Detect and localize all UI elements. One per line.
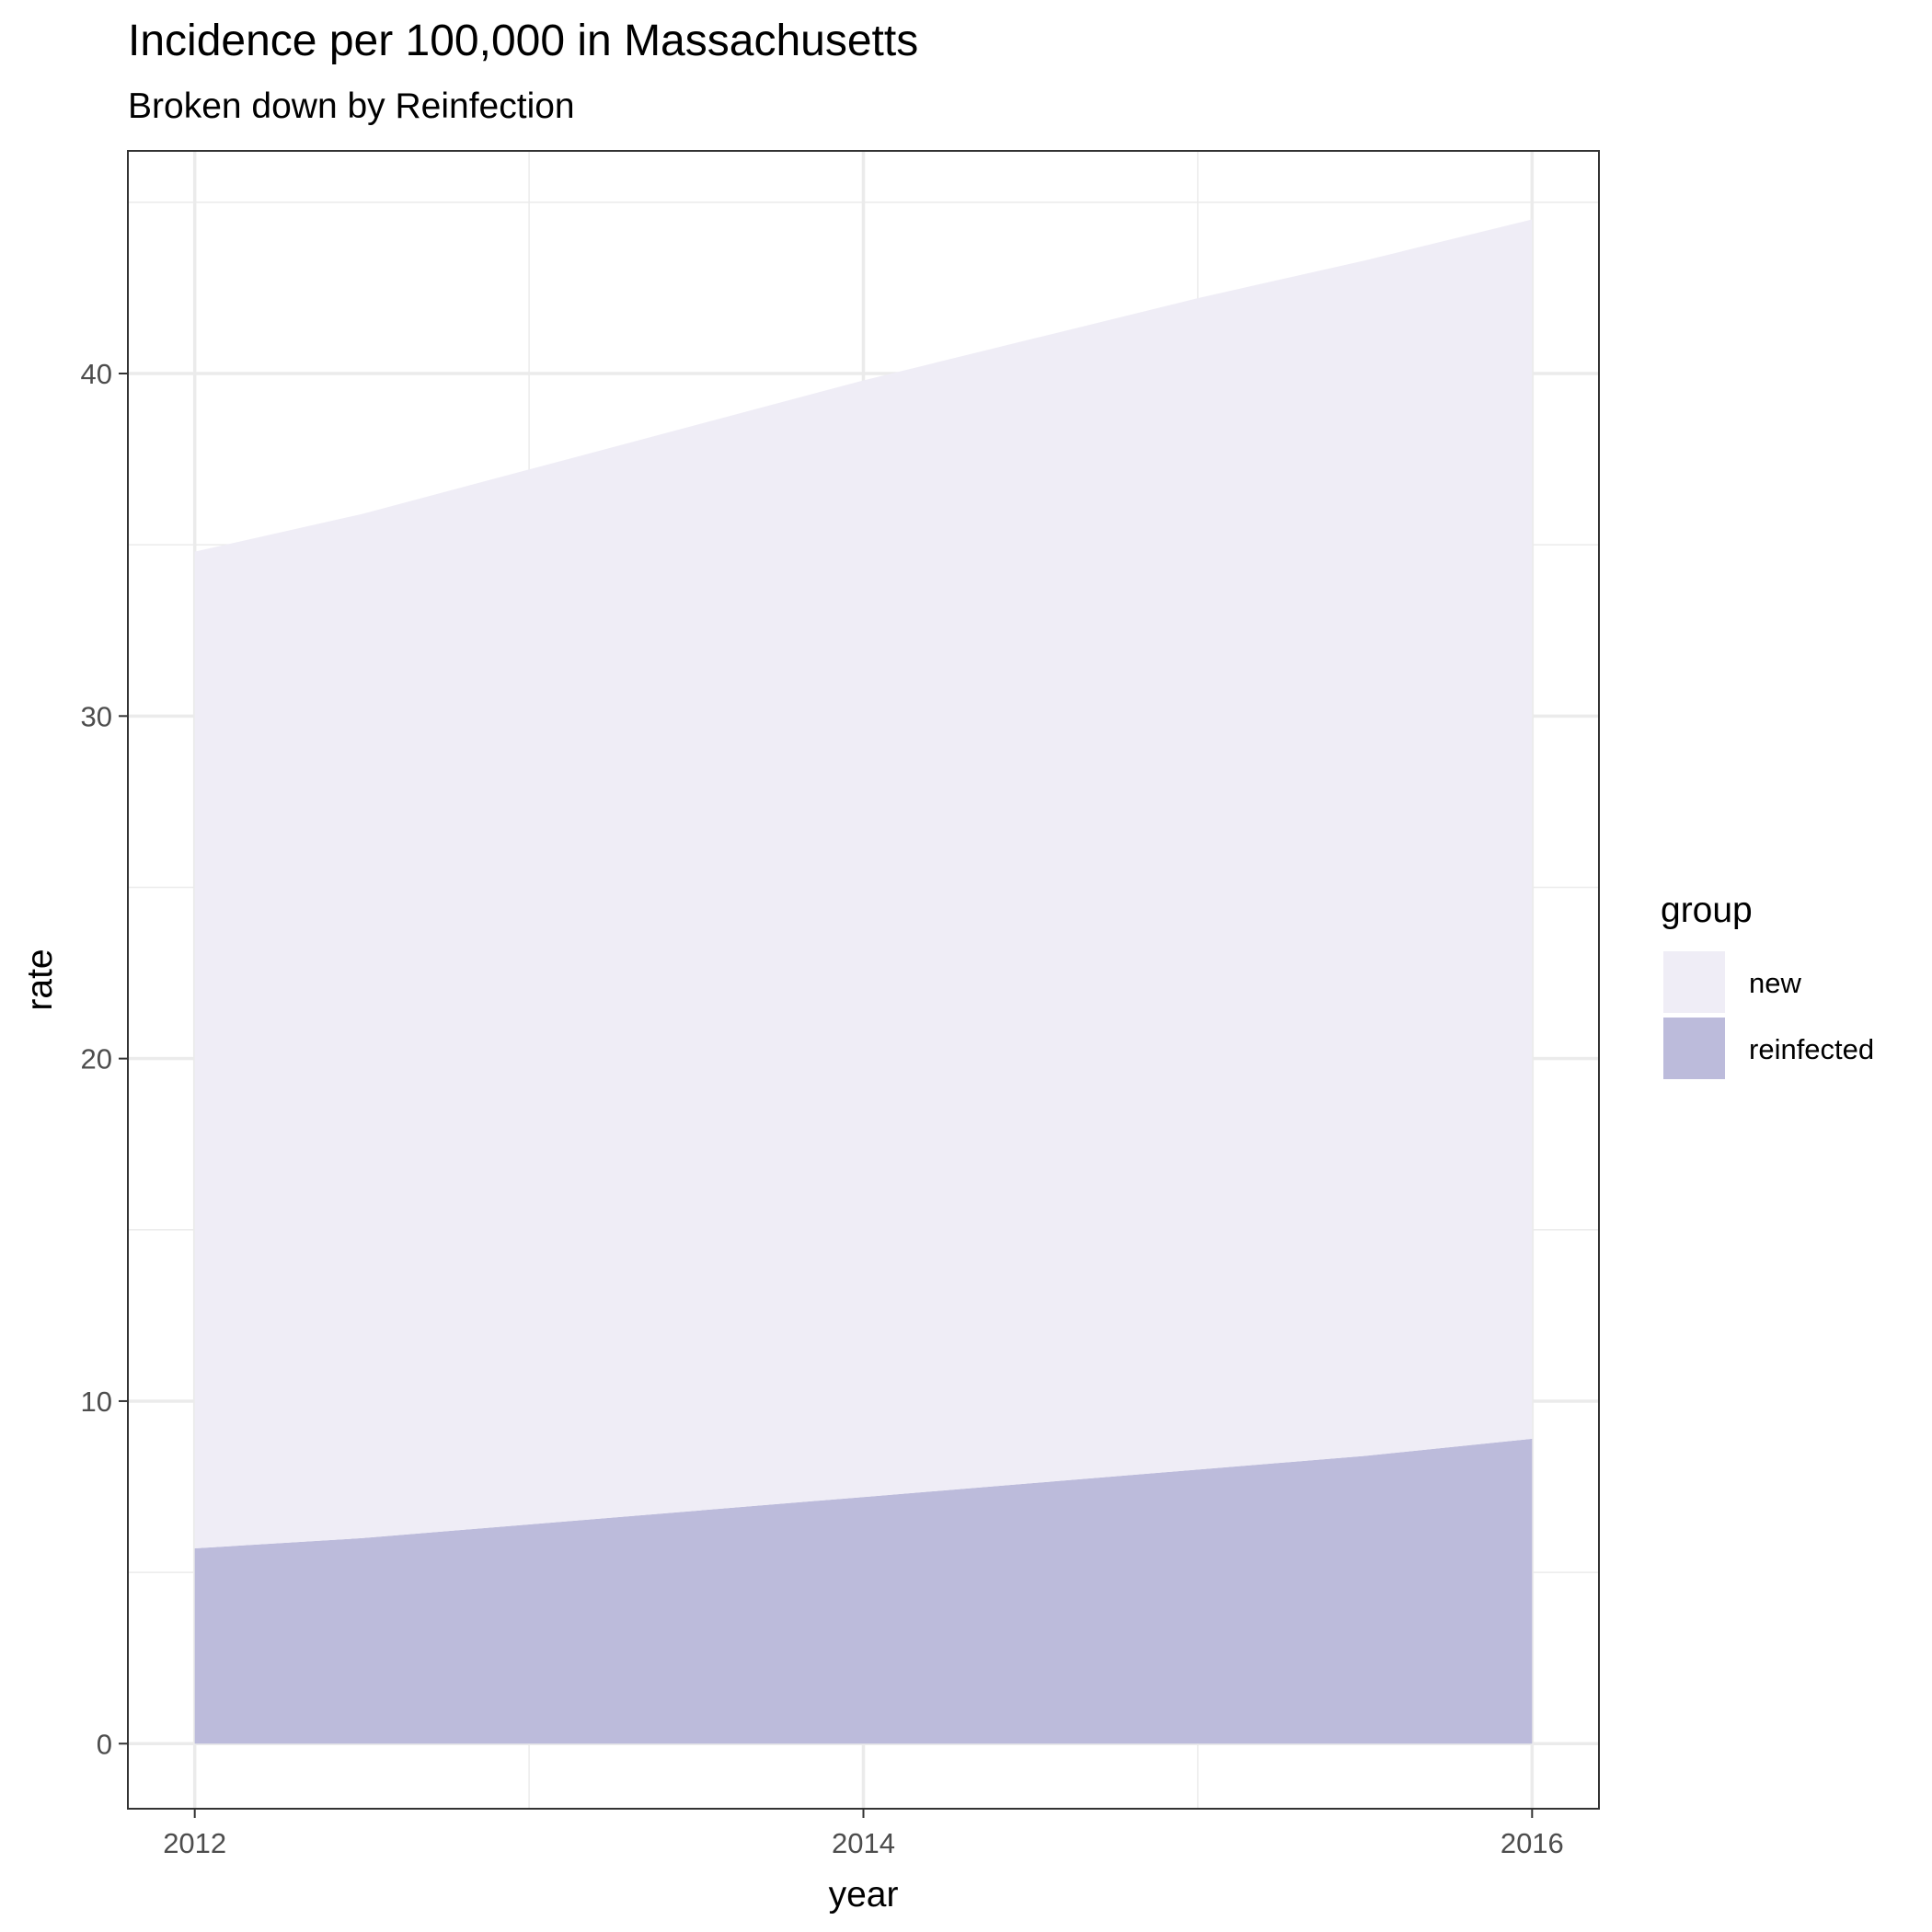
plot-panel — [127, 150, 1600, 1810]
x-tick-label: 2014 — [832, 1827, 895, 1859]
legend-key-reinfected — [1663, 1018, 1725, 1079]
y-tick-label: 10 — [81, 1386, 112, 1418]
area-reinfected — [194, 1438, 1533, 1744]
x-tick-label: 2012 — [163, 1827, 226, 1859]
y-tick-label: 20 — [81, 1043, 112, 1075]
legend-key-new — [1663, 951, 1725, 1013]
chart-subtitle: Broken down by Reinfection — [128, 86, 575, 126]
chart-title: Incidence per 100,000 in Massachusetts — [128, 17, 918, 65]
legend-label-new: new — [1749, 967, 1801, 999]
y-tick-label: 40 — [81, 358, 112, 390]
y-axis-title: rate — [20, 949, 60, 1010]
area-series — [194, 219, 1533, 1744]
legend-items: new reinfected — [1663, 951, 1874, 1079]
legend: group new reinfected — [1661, 891, 1874, 1079]
y-tick-label: 0 — [97, 1728, 112, 1760]
x-axis: 2012 2014 2016 — [163, 1809, 1564, 1859]
x-tick-label: 2016 — [1501, 1827, 1564, 1859]
y-axis: 0 10 20 30 40 — [81, 358, 128, 1760]
y-tick-label: 30 — [81, 700, 112, 732]
area-new — [194, 219, 1533, 1548]
legend-title: group — [1661, 891, 1753, 930]
legend-label-reinfected: reinfected — [1749, 1033, 1874, 1065]
x-axis-title: year — [829, 1875, 899, 1915]
